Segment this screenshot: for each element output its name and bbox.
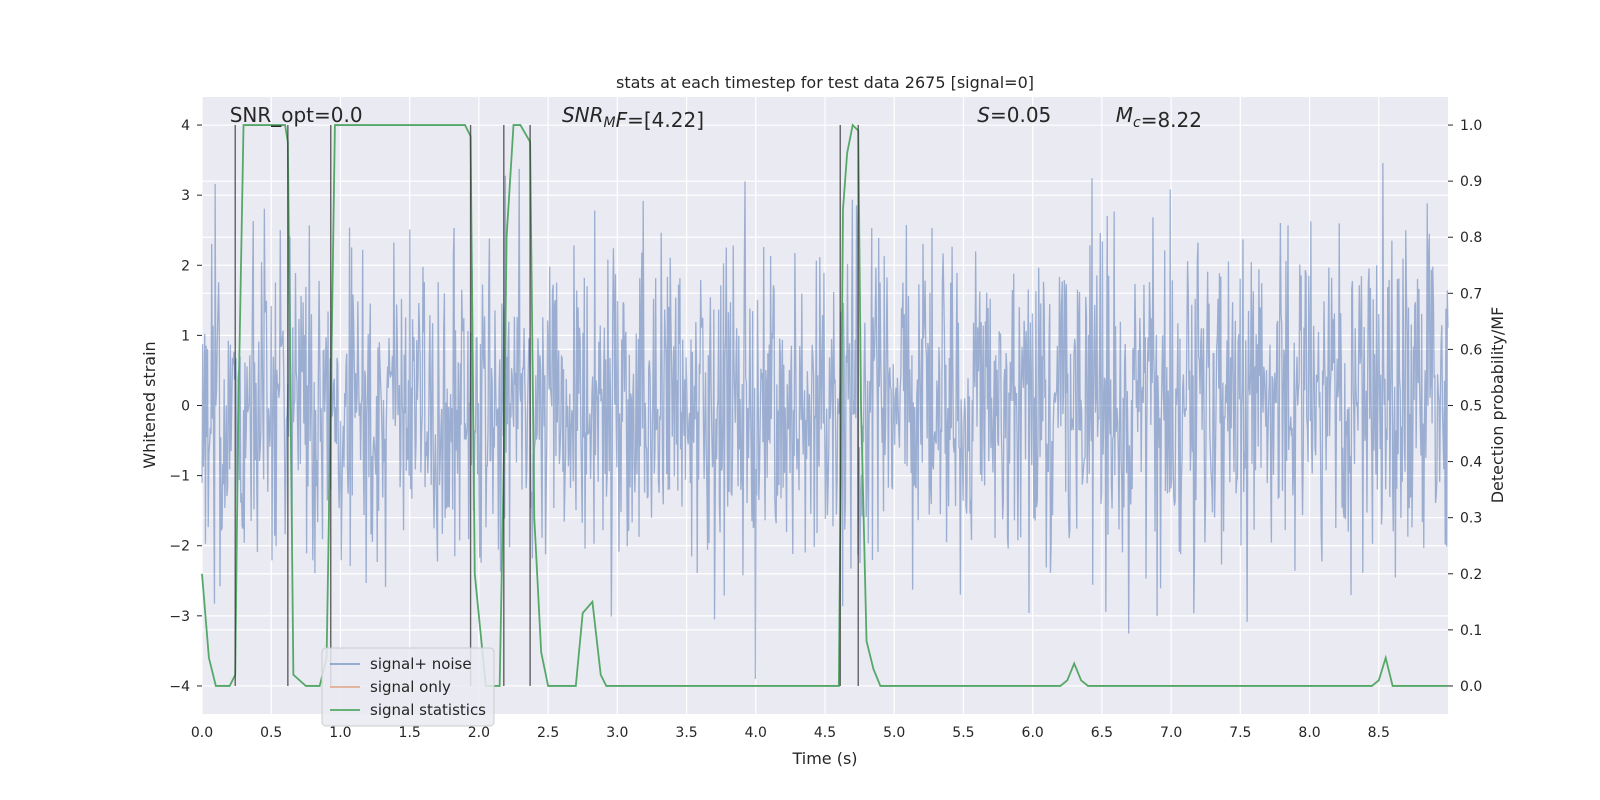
annotation-text: S=0.05 xyxy=(977,103,1051,127)
y-left-tick-label: −4 xyxy=(169,679,190,695)
y-right-tick-label: 0.2 xyxy=(1460,567,1482,583)
x-axis-label: Time (s) xyxy=(791,749,857,768)
x-tick-label: 2.5 xyxy=(537,725,559,741)
x-tick-label: 5.0 xyxy=(883,725,905,741)
y-right-tick-label: 0.7 xyxy=(1460,286,1482,302)
y-axis-left-label: Whitened strain xyxy=(140,341,159,468)
y-right-tick-label: 0.4 xyxy=(1460,455,1482,471)
y-left-tick-label: 3 xyxy=(181,188,190,204)
annotation-text: SNRMF=[4.22] xyxy=(562,103,704,132)
y-left-tick-label: 4 xyxy=(181,118,190,134)
annotation-layer: SNR_opt=0.0 SNRMF=[4.22] S=0.05 Mc=8.22 xyxy=(230,103,1202,132)
y-right-tick-label: 0.8 xyxy=(1460,230,1482,246)
y-right-tick-label: 0.0 xyxy=(1460,679,1482,695)
chart-title: stats at each timestep for test data 267… xyxy=(616,73,1034,92)
x-tick-label: 8.0 xyxy=(1298,725,1320,741)
y-left-tick-label: 2 xyxy=(181,258,190,274)
data-layer xyxy=(201,123,1449,687)
y-right-tick-label: 0.1 xyxy=(1460,623,1482,639)
x-tick-label: 6.0 xyxy=(1022,725,1044,741)
legend-label: signal+ noise xyxy=(370,655,472,673)
x-tick-label: 6.5 xyxy=(1091,725,1113,741)
legend-box xyxy=(321,647,495,727)
x-tick-label: 5.5 xyxy=(952,725,974,741)
annotation-text: Mc=8.22 xyxy=(1116,103,1202,132)
legend-label: signal only xyxy=(370,678,451,696)
y-left-tick-label: 0 xyxy=(181,399,190,415)
x-tick-label: 8.5 xyxy=(1368,725,1390,741)
x-tick-label: 7.0 xyxy=(1160,725,1182,741)
annotation-text: SNR_opt=0.0 xyxy=(230,103,363,127)
y-left-tick-label: −1 xyxy=(169,469,190,485)
x-tick-label: 1.0 xyxy=(329,725,351,741)
x-tick-label: 4.0 xyxy=(745,725,767,741)
x-tick-label: 1.5 xyxy=(399,725,421,741)
y-right-tick-label: 0.6 xyxy=(1460,342,1482,358)
y-left-tick-label: −3 xyxy=(169,609,190,625)
x-tick-label: 0.5 xyxy=(260,725,282,741)
legend: signal+ noise signal only signal statistic… xyxy=(321,647,495,727)
x-tick-label: 3.0 xyxy=(606,725,628,741)
y-right-tick-label: 1.0 xyxy=(1460,118,1482,134)
y-right-tick-label: 0.5 xyxy=(1460,399,1482,415)
x-tick-label: 0.0 xyxy=(191,725,213,741)
tick-layer: 0.0 0.5 1.0 1.5 2.0 2.5 3.0 3.5 4.0 4.5 5.0 5.5 6.0 6… xyxy=(169,118,1482,741)
series-line-signal-noise xyxy=(201,162,1449,679)
y-left-tick-label: 1 xyxy=(181,328,190,344)
y-left-tick-label: −2 xyxy=(169,539,190,555)
y-right-tick-label: 0.9 xyxy=(1460,174,1482,190)
x-tick-label: 7.5 xyxy=(1229,725,1251,741)
x-tick-label: 3.5 xyxy=(675,725,697,741)
legend-label: signal statistics xyxy=(370,701,486,719)
x-tick-label: 2.0 xyxy=(468,725,490,741)
series-line-2 xyxy=(201,123,1448,687)
y-axis-right-label: Detection probability/MF xyxy=(1488,307,1507,504)
y-right-tick-label: 0.3 xyxy=(1460,511,1482,527)
x-tick-label: 4.5 xyxy=(814,725,836,741)
